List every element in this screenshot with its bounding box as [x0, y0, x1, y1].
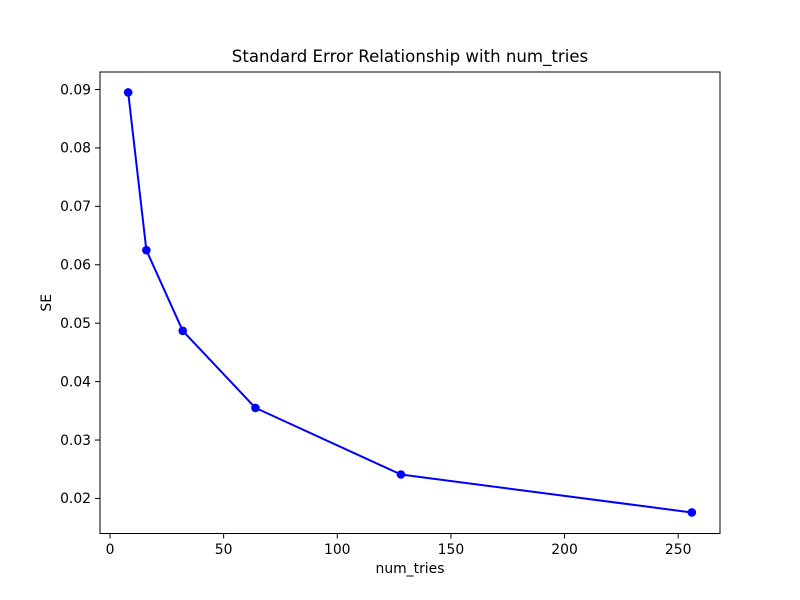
- plot-frame: [99, 71, 721, 534]
- y-tick-label-1: 0.03: [60, 433, 91, 449]
- series-line-0: [127, 91, 693, 514]
- y-tick-label-6: 0.08: [60, 141, 91, 157]
- data-point-0-4: [396, 470, 406, 479]
- y-tick-label-5: 0.07: [60, 199, 91, 215]
- y-tick-label-2: 0.04: [60, 374, 91, 390]
- x-tick-label-4: 200: [551, 542, 578, 558]
- data-point-0-1: [142, 245, 151, 255]
- x-tick-label-1: 50: [215, 542, 233, 558]
- y-tick-label-4: 0.06: [60, 258, 91, 274]
- data-point-0-2: [178, 326, 188, 336]
- x-tick-label-0: 0: [106, 542, 115, 558]
- y-tick-label-3: 0.05: [60, 316, 91, 332]
- data-point-0-5: [687, 508, 697, 517]
- y-tick-label-0: 0.02: [60, 491, 91, 507]
- data-point-0-3: [251, 403, 260, 413]
- chart-title: Standard Error Relationship with num_tri…: [232, 47, 588, 67]
- x-tick-label-3: 150: [438, 542, 465, 558]
- data-point-0-0: [123, 88, 133, 97]
- x-tick-label-5: 250: [665, 542, 692, 558]
- y-tick-label-7: 0.09: [60, 82, 91, 98]
- x-tick-label-2: 100: [324, 542, 351, 558]
- x-axis-label: num_tries: [376, 561, 445, 577]
- y-axis-label: SE: [39, 294, 55, 312]
